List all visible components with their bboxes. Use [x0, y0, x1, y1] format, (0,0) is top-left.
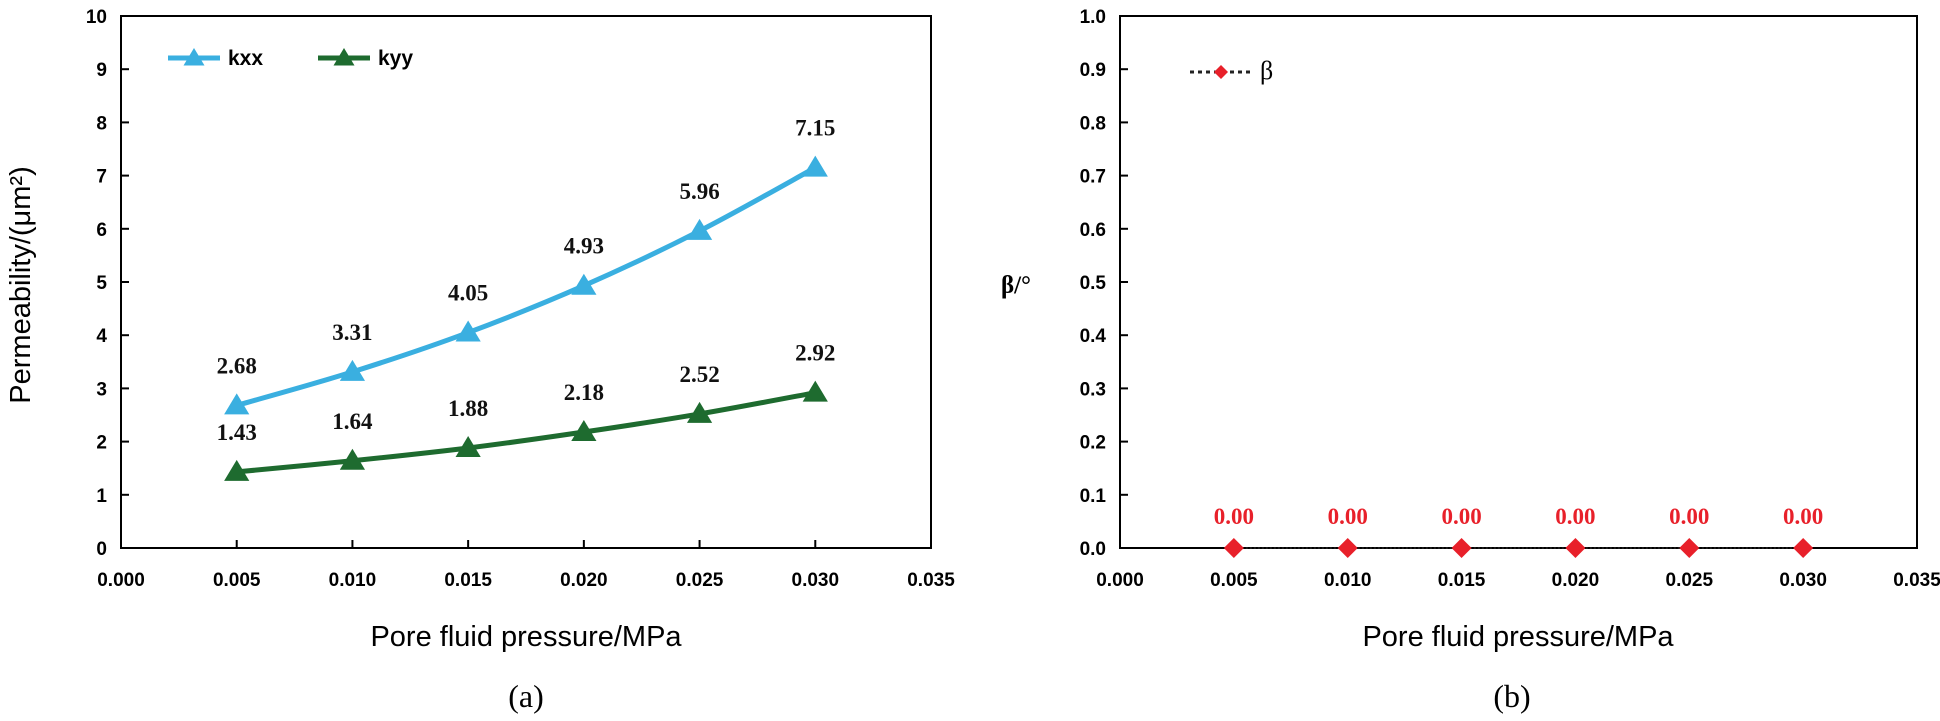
x-axis-title: Pore fluid pressure/MPa — [1362, 621, 1674, 653]
y-tick-label: 0.3 — [1080, 379, 1106, 400]
data-label-kxx: 4.93 — [564, 234, 604, 259]
x-tick-label: 0.000 — [97, 570, 145, 591]
panel-caption: (b) — [1493, 678, 1530, 714]
y-tick-label: 0.2 — [1080, 433, 1106, 454]
data-label-kyy: 2.52 — [679, 362, 719, 387]
y-tick-label: 0.9 — [1080, 60, 1106, 81]
x-tick-label: 0.035 — [1893, 570, 1940, 591]
legend-marker-kyy — [333, 48, 355, 66]
y-tick-label: 9 — [96, 60, 107, 81]
data-label-kxx: 4.05 — [448, 281, 488, 306]
data-point-kyy — [455, 435, 481, 457]
data-label-kyy: 1.64 — [332, 409, 373, 434]
data-point-kyy — [224, 459, 250, 481]
data-point-kxx — [224, 393, 250, 415]
y-tick-label: 0.4 — [1080, 326, 1107, 347]
y-tick-label: 0.7 — [1080, 167, 1106, 188]
data-point-kxx — [571, 273, 597, 295]
data-point-kxx — [802, 155, 828, 177]
data-point-kyy — [571, 420, 597, 442]
data-point-kxx — [686, 218, 713, 240]
data-point-β — [1565, 538, 1586, 558]
y-tick-label: 3 — [96, 379, 107, 400]
x-tick-label: 0.015 — [1438, 570, 1486, 591]
chart-panel-b: 0.0 0.1 0.2 0.3 0.4 0.5 0.6 0.7 0.8 0.9 1.0 0.000 0… — [1001, 7, 1940, 714]
x-tick-label: 0.020 — [1552, 570, 1600, 591]
series-line-kxx — [236, 165, 817, 408]
y-axis-title: β/° — [1001, 272, 1031, 299]
y-tick-label: 0 — [96, 539, 107, 560]
data-point-β — [1679, 538, 1700, 558]
data-label-kxx: 3.31 — [332, 320, 372, 345]
y-tick-label: 8 — [96, 113, 107, 134]
x-axis-title: Pore fluid pressure/MPa — [370, 621, 682, 653]
y-tick-label: 7 — [96, 167, 107, 188]
y-tick-label: 10 — [86, 7, 107, 28]
x-tick-label: 0.020 — [560, 570, 608, 591]
data-label-β: 0.00 — [1669, 504, 1709, 529]
legend-label-kyy: kyy — [378, 47, 413, 70]
data-point-kyy — [802, 380, 828, 402]
x-tick-label: 0.035 — [907, 570, 955, 591]
y-tick-label: 2 — [96, 433, 107, 454]
data-label-kyy: 1.88 — [448, 396, 488, 421]
x-tick-label: 0.025 — [1666, 570, 1714, 591]
data-label-β: 0.00 — [1441, 504, 1481, 529]
x-tick-label: 0.025 — [676, 570, 724, 591]
x-tick-label: 0.010 — [329, 570, 377, 591]
y-tick-label: 0.5 — [1080, 273, 1107, 294]
y-axis-title: Permeability/(μm²) — [5, 166, 37, 403]
data-label-kyy: 2.92 — [795, 341, 835, 366]
data-label-β: 0.00 — [1783, 504, 1823, 529]
data-label-kxx: 7.15 — [795, 116, 835, 141]
data-point-kyy — [686, 401, 713, 423]
data-label-β: 0.00 — [1214, 504, 1254, 529]
data-point-β — [1223, 538, 1244, 558]
x-tick-label: 0.005 — [1210, 570, 1258, 591]
data-label-kyy: 1.43 — [217, 420, 257, 445]
y-tick-label: 1.0 — [1080, 7, 1106, 28]
legend-label-β: β — [1260, 56, 1273, 85]
data-point-kyy — [339, 448, 366, 470]
panel-caption: (a) — [508, 678, 544, 714]
data-label-β: 0.00 — [1328, 504, 1368, 529]
y-tick-label: 6 — [96, 220, 107, 241]
y-tick-label: 0.0 — [1080, 539, 1106, 560]
y-tick-label: 0.1 — [1080, 486, 1107, 507]
y-tick-label: 4 — [96, 326, 107, 347]
data-point-kxx — [455, 320, 481, 342]
data-label-kxx: 5.96 — [679, 179, 719, 204]
legend-label-kxx: kxx — [228, 47, 263, 70]
chart-panel-a: 0 1 2 3 4 5 6 7 8 9 10 0.000 0.005 0.010 0.015 0.020 0.… — [5, 7, 955, 714]
series-line-kyy — [236, 390, 816, 475]
data-point-β — [1793, 538, 1814, 558]
x-tick-label: 0.000 — [1096, 570, 1144, 591]
data-point-β — [1337, 538, 1358, 558]
y-tick-label: 0.6 — [1080, 220, 1106, 241]
x-tick-label: 0.030 — [792, 570, 840, 591]
x-tick-label: 0.010 — [1324, 570, 1372, 591]
data-point-kxx — [339, 359, 366, 381]
x-tick-label: 0.030 — [1779, 570, 1827, 591]
plot-area-border — [1119, 15, 1918, 549]
plot-area-border — [120, 15, 932, 549]
x-tick-label: 0.015 — [444, 570, 492, 591]
y-tick-label: 5 — [96, 273, 107, 294]
y-tick-label: 1 — [96, 486, 107, 507]
legend-marker-β — [1214, 65, 1228, 79]
y-tick-label: 0.8 — [1080, 113, 1106, 134]
data-label-β: 0.00 — [1555, 504, 1595, 529]
data-label-kyy: 2.18 — [564, 380, 604, 405]
data-point-β — [1451, 538, 1472, 558]
data-label-kxx: 2.68 — [217, 353, 257, 378]
legend-marker-kxx — [183, 48, 205, 66]
x-tick-label: 0.005 — [213, 570, 261, 591]
